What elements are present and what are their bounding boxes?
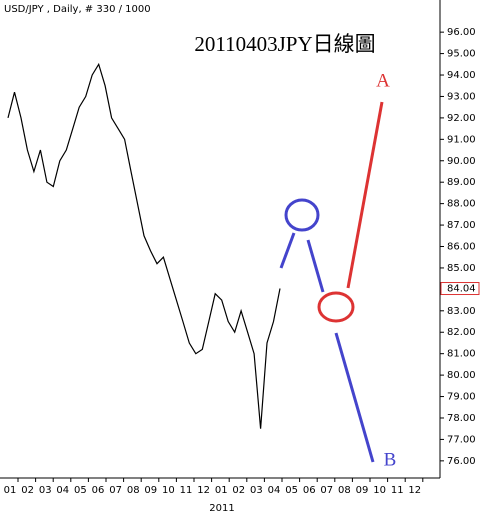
x-tick-label: 05: [285, 485, 298, 496]
x-tick-label: 05: [74, 485, 87, 496]
blue-line: [306, 239, 325, 293]
y-tick-label: 83.00: [447, 306, 476, 317]
red-line: [346, 101, 384, 289]
x-tick-label: 12: [197, 485, 210, 496]
current-price-label: 84.04: [447, 284, 476, 295]
y-tick-label: 76.00: [447, 456, 476, 467]
x-tick-label: 01: [215, 485, 228, 496]
y-tick-label: 85.00: [447, 263, 476, 274]
red-circle: [317, 291, 355, 323]
wave-label-b: B: [384, 449, 397, 470]
chart-header: USD/JPY , Daily, # 330 / 1000: [4, 4, 151, 15]
x-tick-label: 06: [303, 485, 316, 496]
y-tick-label: 77.00: [447, 434, 476, 445]
x-tick-label: 10: [373, 485, 386, 496]
x-tick-label: 08: [127, 485, 140, 496]
y-tick-label: 78.00: [447, 413, 476, 424]
y-tick-label: 81.00: [447, 349, 476, 360]
x-tick-label: 03: [250, 485, 263, 496]
blue-circle: [284, 198, 320, 232]
x-tick-label: 01: [4, 485, 17, 496]
chart-title: 20110403JPY日線圖: [194, 32, 375, 56]
y-tick-label: 92.00: [447, 113, 476, 124]
wave-label-a: A: [376, 70, 390, 91]
forecast-drawings: [279, 101, 384, 463]
y-tick-label: 86.00: [447, 242, 476, 253]
y-tick-label: 94.00: [447, 70, 476, 81]
x-tick-label: 03: [39, 485, 52, 496]
x-tick-label: 09: [144, 485, 157, 496]
x-tick-label: 11: [391, 485, 404, 496]
x-tick-label: 09: [356, 485, 369, 496]
y-tick-label: 87.00: [447, 220, 476, 231]
x-tick-label: 07: [320, 485, 333, 496]
x-tick-label: 07: [109, 485, 122, 496]
year-label: 2011: [209, 503, 234, 514]
y-tick-label: 82.00: [447, 327, 476, 338]
y-tick-label: 88.00: [447, 199, 476, 210]
y-tick-label: 91.00: [447, 134, 476, 145]
y-tick-label: 90.00: [447, 156, 476, 167]
x-tick-label: 12: [408, 485, 421, 496]
current-price-box: [440, 282, 480, 296]
x-tick-label: 02: [232, 485, 245, 496]
y-tick-label: 89.00: [447, 177, 476, 188]
x-tick-label: 04: [268, 485, 281, 496]
blue-line: [279, 232, 296, 269]
y-tick-label: 80.00: [447, 370, 476, 381]
y-tick-label: 93.00: [447, 91, 476, 102]
x-tick-label: 04: [56, 485, 69, 496]
x-tick-label: 08: [338, 485, 351, 496]
x-tick-label: 10: [162, 485, 175, 496]
x-tick-label: 06: [92, 485, 105, 496]
x-tick-label: 11: [180, 485, 193, 496]
x-tick-label: 02: [21, 485, 34, 496]
y-tick-label: 79.00: [447, 392, 476, 403]
y-tick-label: 95.00: [447, 49, 476, 60]
y-tick-label: 96.00: [447, 27, 476, 38]
blue-line: [334, 332, 375, 463]
price-line: [7, 62, 281, 429]
